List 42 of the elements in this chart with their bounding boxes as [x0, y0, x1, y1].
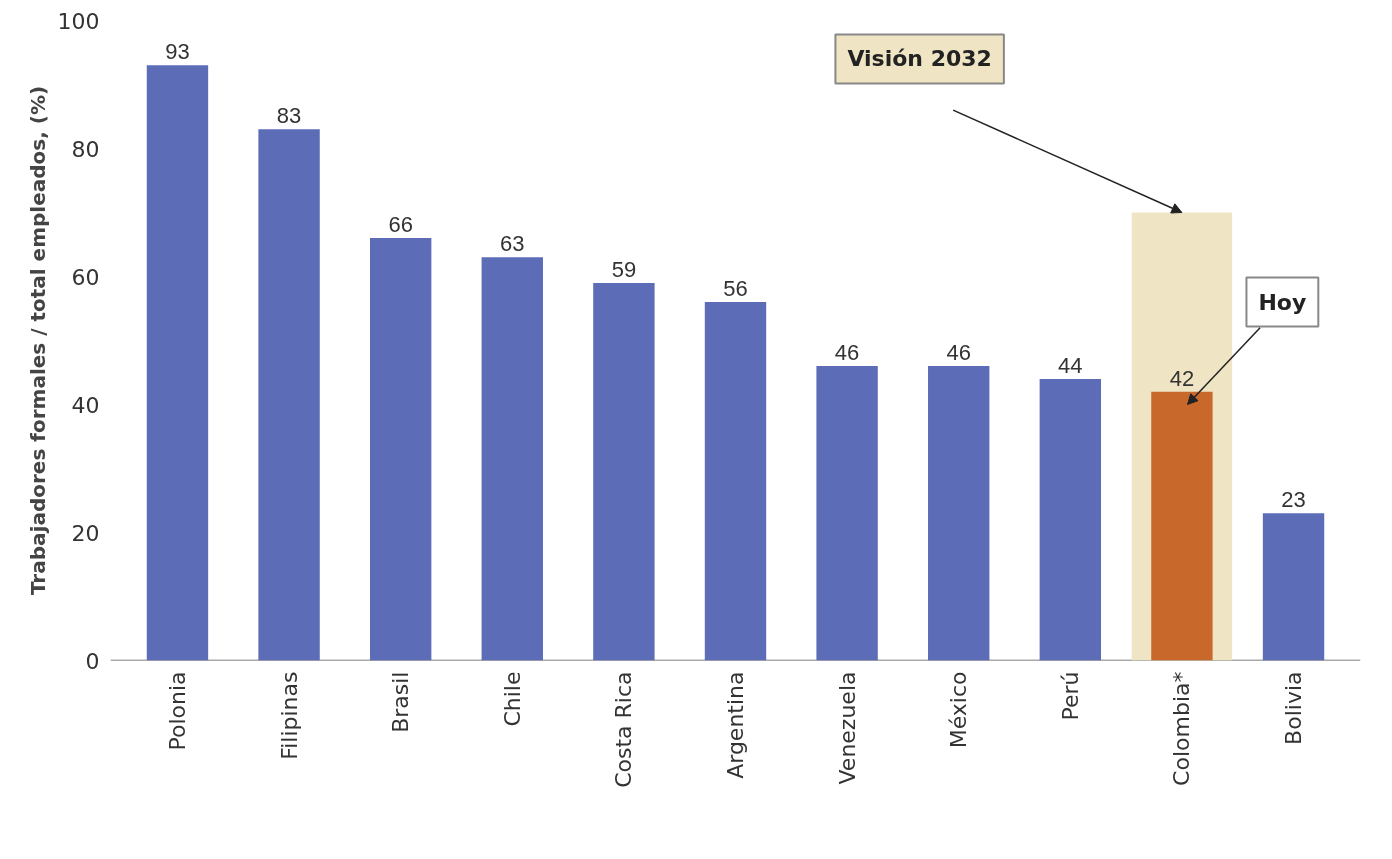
bar [1151, 391, 1213, 661]
bar [1039, 378, 1102, 661]
bar [928, 366, 990, 661]
bar [258, 129, 320, 661]
bar [593, 282, 655, 661]
y-tick-label: 60 [71, 264, 100, 290]
y-tick-label: 20 [71, 520, 100, 546]
data-label: 46 [834, 340, 860, 366]
y-axis-title: Trabajadores formales / total empleados, (%) [25, 85, 50, 596]
x-tick-label: Filipinas [276, 671, 302, 760]
data-label: 44 [1058, 352, 1083, 378]
data-label: 59 [611, 256, 637, 282]
bar [146, 65, 209, 661]
x-tick-label: Colombia* [1169, 671, 1195, 786]
bar [816, 366, 878, 661]
data-label: 66 [388, 212, 413, 238]
x-tick-label: México [946, 671, 972, 749]
x-tick-label: Brasil [388, 671, 414, 733]
x-tick-label: Chile [499, 671, 525, 727]
y-tick-label: 0 [85, 648, 100, 674]
bar [481, 257, 543, 661]
data-label: 63 [500, 231, 525, 257]
data-label: 56 [723, 276, 748, 302]
bar [1262, 513, 1325, 661]
text: Visión 2032 [847, 46, 992, 72]
x-tick-label: Costa Rica [611, 671, 637, 788]
x-tick-label: Argentina [723, 671, 748, 779]
data-label: 42 [1169, 365, 1195, 391]
x-tick-label: Polonia [164, 671, 190, 751]
y-tick-label: 100 [57, 8, 100, 34]
y-tick-label: 40 [71, 392, 100, 418]
bar [369, 238, 432, 661]
x-tick-label: Perú [1057, 671, 1083, 721]
bar [704, 302, 767, 661]
data-label: 83 [276, 103, 302, 129]
y-tick-label: 80 [71, 136, 100, 162]
x-tick-label: Venezuela [834, 671, 860, 785]
data-label: 93 [165, 39, 190, 65]
data-label: 46 [946, 340, 971, 366]
text: Hoy [1258, 289, 1307, 315]
x-tick-label: Bolivia [1281, 671, 1307, 745]
data-label: 23 [1281, 487, 1306, 513]
